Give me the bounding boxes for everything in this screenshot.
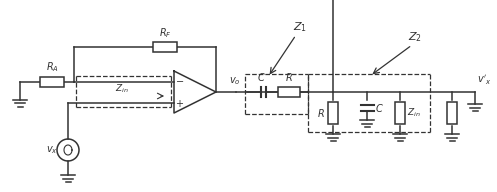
Text: $C$: $C$ — [256, 71, 265, 83]
Text: $Z_2$: $Z_2$ — [408, 30, 422, 44]
Text: $Z_{in}$: $Z_{in}$ — [115, 83, 128, 95]
Text: $v_o$: $v_o$ — [229, 75, 241, 87]
Text: $R$: $R$ — [285, 71, 293, 83]
Text: $-$: $-$ — [175, 75, 184, 85]
Bar — [395, 102, 405, 124]
Bar — [40, 76, 64, 87]
Text: $R_A$: $R_A$ — [46, 60, 59, 74]
Text: $Z_1$: $Z_1$ — [293, 20, 307, 34]
Text: $R_F$: $R_F$ — [159, 26, 171, 40]
Bar — [447, 102, 457, 124]
Text: $+$: $+$ — [175, 98, 184, 109]
Text: $v'_x$: $v'_x$ — [477, 74, 492, 87]
Bar — [278, 87, 300, 97]
Text: $Z_{in}$: $Z_{in}$ — [407, 107, 421, 119]
Text: $C$: $C$ — [375, 102, 384, 114]
Text: $R$: $R$ — [317, 107, 325, 119]
Bar — [328, 102, 338, 124]
Bar — [153, 42, 177, 52]
Text: $v_x$: $v_x$ — [46, 144, 58, 156]
